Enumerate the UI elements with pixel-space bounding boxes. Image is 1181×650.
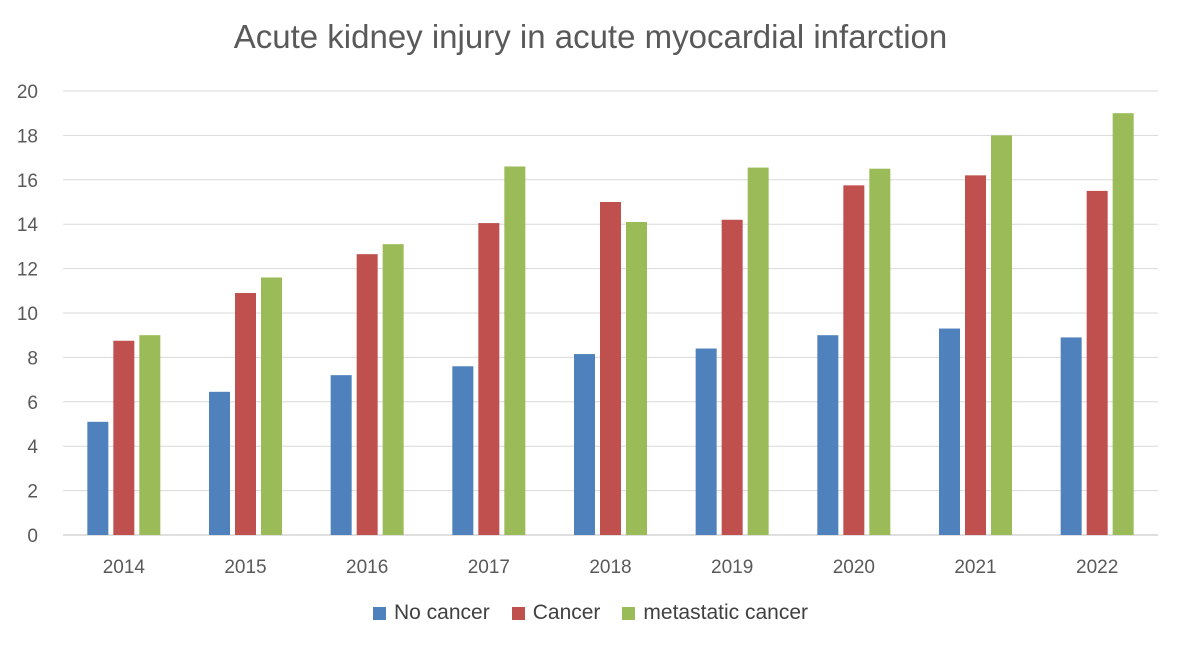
bar-cancer-2021 — [965, 175, 986, 536]
bars — [87, 113, 1134, 536]
bar-no-cancer-2021 — [939, 328, 960, 535]
y-tick-label: 12 — [17, 260, 38, 281]
legend-swatch — [622, 606, 636, 620]
bar-no-cancer-2016 — [330, 375, 352, 535]
x-tick-label: 2019 — [711, 557, 753, 578]
bar-cancer-2019 — [721, 219, 743, 535]
y-tick-label: 8 — [27, 348, 38, 369]
bar-metastatic-cancer-2018 — [626, 221, 647, 536]
chart-title: Acute kidney injury in acute myocardial … — [233, 18, 948, 55]
bar-metastatic-cancer-2022 — [1112, 113, 1134, 535]
bar-metastatic-cancer-2016 — [382, 244, 404, 535]
legend-item: No cancer — [373, 601, 490, 625]
bar-metastatic-cancer-2014 — [139, 335, 161, 535]
legend-item: Cancer — [511, 601, 601, 625]
bar-cancer-2017 — [478, 223, 500, 535]
legend-item: metastatic cancer — [622, 601, 808, 625]
bar-metastatic-cancer-2017 — [504, 166, 526, 536]
x-tick-label: 2022 — [1076, 557, 1118, 578]
bar-metastatic-cancer-2020 — [869, 168, 891, 535]
bar-no-cancer-2020 — [817, 335, 839, 535]
legend-label: No cancer — [394, 601, 490, 624]
bar-cancer-2016 — [356, 254, 378, 536]
y-tick-label: 20 — [17, 82, 38, 103]
x-tick-label: 2017 — [468, 557, 510, 578]
bar-no-cancer-2015 — [209, 391, 230, 535]
y-tick-label: 16 — [17, 171, 38, 192]
bar-cancer-2022 — [1086, 190, 1108, 535]
y-axis-ticks: 0 2 4 6 8 10 12 14 16 18 20 — [17, 82, 39, 547]
x-tick-label: 2018 — [589, 557, 631, 578]
bar-metastatic-cancer-2015 — [261, 277, 282, 535]
bar-no-cancer-2022 — [1060, 337, 1082, 535]
bar-cancer-2020 — [843, 185, 865, 535]
x-tick-label: 2015 — [224, 557, 266, 578]
bar-no-cancer-2019 — [695, 348, 717, 535]
y-tick-label: 6 — [27, 393, 38, 414]
legend-label: metastatic cancer — [643, 601, 808, 624]
y-tick-label: 18 — [17, 126, 38, 147]
bar-cancer-2018 — [600, 202, 621, 535]
y-tick-label: 10 — [17, 304, 38, 325]
x-axis-ticks: 2014 2015 2016 2017 2018 2019 2020 2021 2022 — [103, 557, 1119, 578]
bar-no-cancer-2014 — [87, 421, 109, 535]
y-tick-label: 4 — [27, 437, 38, 458]
bar-no-cancer-2017 — [452, 366, 474, 535]
bar-cancer-2014 — [113, 340, 135, 535]
y-tick-label: 14 — [17, 215, 39, 236]
x-tick-label: 2016 — [346, 557, 388, 578]
bar-no-cancer-2018 — [574, 354, 595, 535]
y-tick-label: 2 — [27, 482, 38, 503]
x-tick-label: 2020 — [833, 557, 875, 578]
legend-swatch — [373, 606, 386, 620]
x-tick-label: 2014 — [103, 557, 146, 578]
legend-label: Cancer — [532, 601, 601, 624]
bar-cancer-2015 — [235, 293, 256, 535]
legend-swatch — [511, 606, 525, 620]
y-tick-label: 0 — [27, 526, 38, 547]
legend: No cancer Cancer metastatic cancer — [0, 601, 1181, 625]
bar-metastatic-cancer-2021 — [991, 135, 1012, 535]
bar-metastatic-cancer-2019 — [747, 167, 769, 535]
x-tick-label: 2021 — [954, 557, 996, 578]
